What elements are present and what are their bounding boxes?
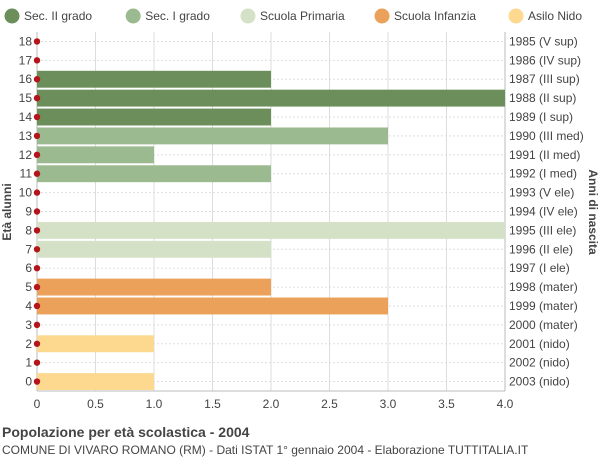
y-tick-label-age: 8 (25, 223, 32, 237)
y-tick-label-birth: 1989 (I sup) (509, 110, 573, 124)
y-tick-label-birth: 1991 (II med) (509, 148, 580, 162)
legend-marker (240, 8, 256, 24)
y-tick-label-age: 9 (25, 205, 32, 219)
y-tick-label-birth: 1993 (V ele) (509, 186, 574, 200)
y-tick-label-age: 11 (20, 167, 33, 181)
chart: Sec. II grado Sec. I grado Scuola Primaria… (0, 8, 600, 411)
legend: Sec. II grado Sec. I grado Scuola Primaria… (4, 8, 582, 24)
x-tick-label: 0.5 (87, 397, 104, 411)
y-tick-label-birth: 1994 (IV ele) (509, 205, 578, 219)
y-tick-label-age: 12 (19, 148, 33, 162)
y-tick-label-age: 5 (25, 280, 32, 294)
stranieri-marker (33, 246, 41, 253)
bar (37, 165, 271, 183)
stranieri-marker (33, 94, 41, 102)
x-tick-label: 3.5 (438, 397, 455, 411)
legend-marker (508, 8, 524, 24)
bar (37, 278, 271, 296)
bar (37, 70, 271, 88)
stranieri-marker (33, 378, 41, 385)
bar (37, 373, 154, 390)
bar (37, 89, 505, 107)
y-tick-label-birth: 2003 (nido) (509, 375, 570, 389)
legend-marker (374, 8, 390, 24)
bar (37, 297, 388, 315)
stranieri-marker (33, 359, 41, 366)
y-tick-label-birth: 1997 (I ele) (509, 261, 570, 275)
y-tick-label-age: 18 (19, 34, 33, 48)
stranieri-marker (33, 302, 41, 310)
stranieri-marker (33, 321, 41, 329)
y-axis-title-right: Anni di nascita (586, 169, 600, 255)
y-tick-label-age: 16 (19, 72, 33, 86)
x-tick-label: 2.0 (263, 397, 280, 411)
y-tick-label-birth: 2000 (mater) (509, 318, 578, 332)
bar (37, 146, 154, 164)
stranieri-marker (33, 283, 41, 291)
y-tick-label-birth: 1995 (III ele) (509, 223, 576, 237)
y-tick-label-birth: 1988 (II sup) (509, 91, 576, 105)
y-tick-label-age: 15 (19, 91, 33, 105)
y-tick-label-birth: 2002 (nido) (509, 356, 570, 370)
x-tick-label: 1.0 (146, 397, 163, 411)
y-tick-label-birth: 2001 (nido) (509, 337, 570, 351)
bar (37, 108, 271, 126)
y-tick-label-birth: 1992 (I med) (509, 167, 577, 181)
bar (37, 127, 388, 145)
legend-label: Scuola Infanzia (394, 9, 476, 23)
x-tick-label: 0 (34, 397, 41, 411)
stranieri-marker (33, 189, 41, 196)
stranieri-marker (33, 38, 41, 45)
legend-label: Asilo Nido (528, 9, 582, 23)
stranieri-marker (33, 151, 41, 159)
y-tick-label-age: 1 (25, 356, 32, 370)
y-tick-label-birth: 1985 (V sup) (509, 34, 578, 48)
y-tick-label-birth: 1990 (III med) (509, 129, 584, 143)
y-tick-label-age: 14 (19, 110, 33, 124)
y-tick-label-age: 17 (19, 53, 33, 67)
y-tick-label-age: 13 (19, 129, 33, 143)
x-tick-label: 2.5 (321, 397, 338, 411)
x-tick-label: 1.5 (204, 397, 221, 411)
stranieri-marker (33, 227, 41, 234)
legend-label: Sec. II grado (24, 9, 92, 23)
y-tick-label-age: 4 (25, 299, 32, 313)
stranieri-marker (33, 132, 41, 140)
stranieri-marker (33, 113, 41, 121)
stranieri-marker (33, 208, 41, 215)
stranieri-marker (33, 264, 41, 272)
footer: Popolazione per età scolastica - 2004 CO… (0, 424, 600, 457)
y-tick-label-birth: 1996 (II ele) (509, 242, 573, 256)
bar (37, 335, 154, 353)
legend-label: Scuola Primaria (260, 9, 345, 23)
chart-title: Popolazione per età scolastica - 2004 (2, 424, 250, 440)
stranieri-marker (33, 76, 41, 83)
bar (37, 240, 271, 258)
y-tick-label-age: 6 (25, 261, 32, 275)
ticks: 0 0.5 1.0 1.5 2.0 2.5 3.0 3.5 4.018 1985 (V sup)1… (19, 34, 584, 411)
bars (33, 38, 505, 390)
legend-label: Sec. I grado (145, 9, 210, 23)
x-tick-label: 4.0 (497, 397, 514, 411)
stranieri-marker (33, 57, 41, 64)
stranieri-marker (33, 340, 41, 347)
y-tick-label-birth: 1999 (mater) (509, 299, 578, 313)
legend-marker (4, 8, 20, 24)
stranieri-marker (33, 170, 41, 177)
y-tick-label-birth: 1986 (IV sup) (509, 53, 581, 67)
y-axis-title-left: Età alunni (0, 183, 14, 240)
y-tick-label-birth: 1998 (mater) (509, 280, 578, 294)
y-tick-label-age: 7 (25, 242, 32, 256)
x-tick-label: 3.0 (380, 397, 397, 411)
y-tick-label-age: 2 (25, 337, 32, 351)
legend-marker (125, 8, 141, 24)
chart-subtitle: COMUNE DI VIVARO ROMANO (RM) - Dati ISTA… (2, 443, 529, 457)
y-tick-label-age: 10 (19, 186, 33, 200)
bar (37, 221, 505, 239)
y-tick-label-birth: 1987 (III sup) (509, 72, 580, 86)
y-tick-label-age: 0 (25, 375, 32, 389)
y-tick-label-age: 3 (25, 318, 32, 332)
